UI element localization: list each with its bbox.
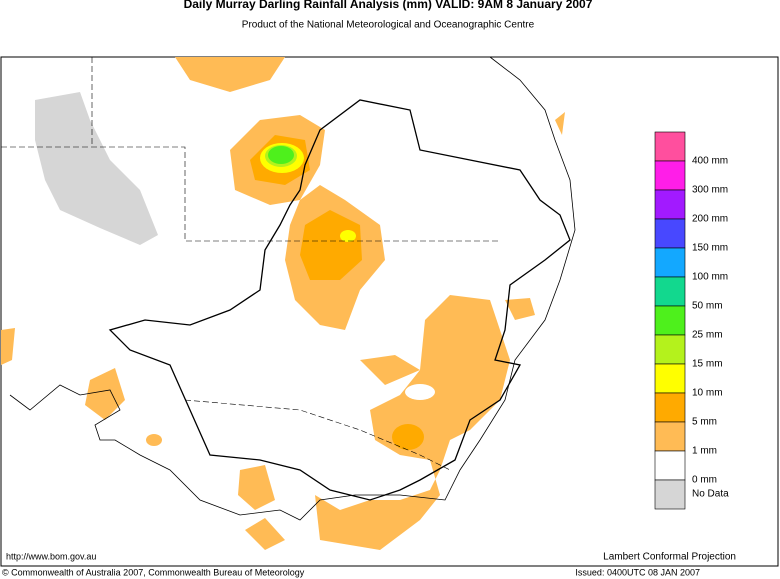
rain-area bbox=[175, 57, 285, 92]
legend-label: 50 mm bbox=[692, 301, 723, 312]
rain-area bbox=[340, 230, 356, 242]
state-border bbox=[184, 399, 451, 471]
legend-swatch bbox=[654, 247, 686, 278]
issued: Issued: 0400UTC 08 JAN 2007 bbox=[575, 567, 700, 577]
url: http://www.bom.gov.au bbox=[6, 551, 96, 561]
rain-area bbox=[555, 112, 565, 135]
legend-label: 100 mm bbox=[692, 272, 728, 283]
legend-label: 5 mm bbox=[692, 417, 717, 428]
legend-label: 10 mm bbox=[692, 388, 723, 399]
coastline bbox=[9, 56, 576, 521]
map-layer bbox=[1, 56, 576, 550]
title: Daily Murray Darling Rainfall Analysis (… bbox=[184, 0, 593, 11]
legend-label: 200 mm bbox=[692, 214, 728, 225]
rain-area bbox=[1, 328, 15, 365]
legend-label: 25 mm bbox=[692, 330, 723, 341]
rain-area bbox=[238, 465, 275, 510]
legend-swatch bbox=[654, 363, 686, 394]
legend-swatch bbox=[654, 450, 686, 481]
legend-swatch bbox=[654, 392, 686, 423]
legend: 400 mm 300 mm 200 mm 150 mm 100 mm 50 mm 25 mm… bbox=[654, 131, 729, 510]
subtitle: Product of the National Meteorological a… bbox=[242, 20, 535, 31]
legend-label: No Data bbox=[692, 489, 729, 500]
rain-area bbox=[505, 298, 535, 320]
legend-swatch bbox=[654, 305, 686, 336]
legend-swatch bbox=[654, 160, 686, 191]
rain-area bbox=[315, 295, 510, 550]
legend-label: 400 mm bbox=[692, 156, 728, 167]
legend-swatch bbox=[654, 131, 686, 162]
legend-swatch bbox=[654, 421, 686, 452]
legend-label: 150 mm bbox=[692, 243, 728, 254]
legend-swatch bbox=[654, 479, 686, 510]
copyright: © Commonwealth of Australia 2007, Common… bbox=[2, 567, 305, 577]
legend-label: 300 mm bbox=[692, 185, 728, 196]
map-frame bbox=[0, 56, 779, 567]
legend-label: 15 mm bbox=[692, 359, 723, 370]
legend-swatch bbox=[654, 218, 686, 249]
rain-area bbox=[300, 210, 362, 280]
rain-area bbox=[245, 518, 285, 550]
state-border bbox=[1, 146, 500, 242]
rain-area bbox=[392, 424, 424, 450]
legend-swatch bbox=[654, 334, 686, 365]
no-data-area bbox=[35, 92, 158, 245]
legend-swatch bbox=[654, 276, 686, 307]
rain-area bbox=[146, 434, 162, 446]
rain-area bbox=[268, 146, 294, 164]
rain-area bbox=[85, 368, 125, 420]
legend-label: 0 mm bbox=[692, 475, 717, 486]
legend-swatch bbox=[654, 189, 686, 220]
dry-area bbox=[405, 384, 435, 400]
legend-label: 1 mm bbox=[692, 446, 717, 457]
projection: Lambert Conformal Projection bbox=[603, 552, 736, 563]
